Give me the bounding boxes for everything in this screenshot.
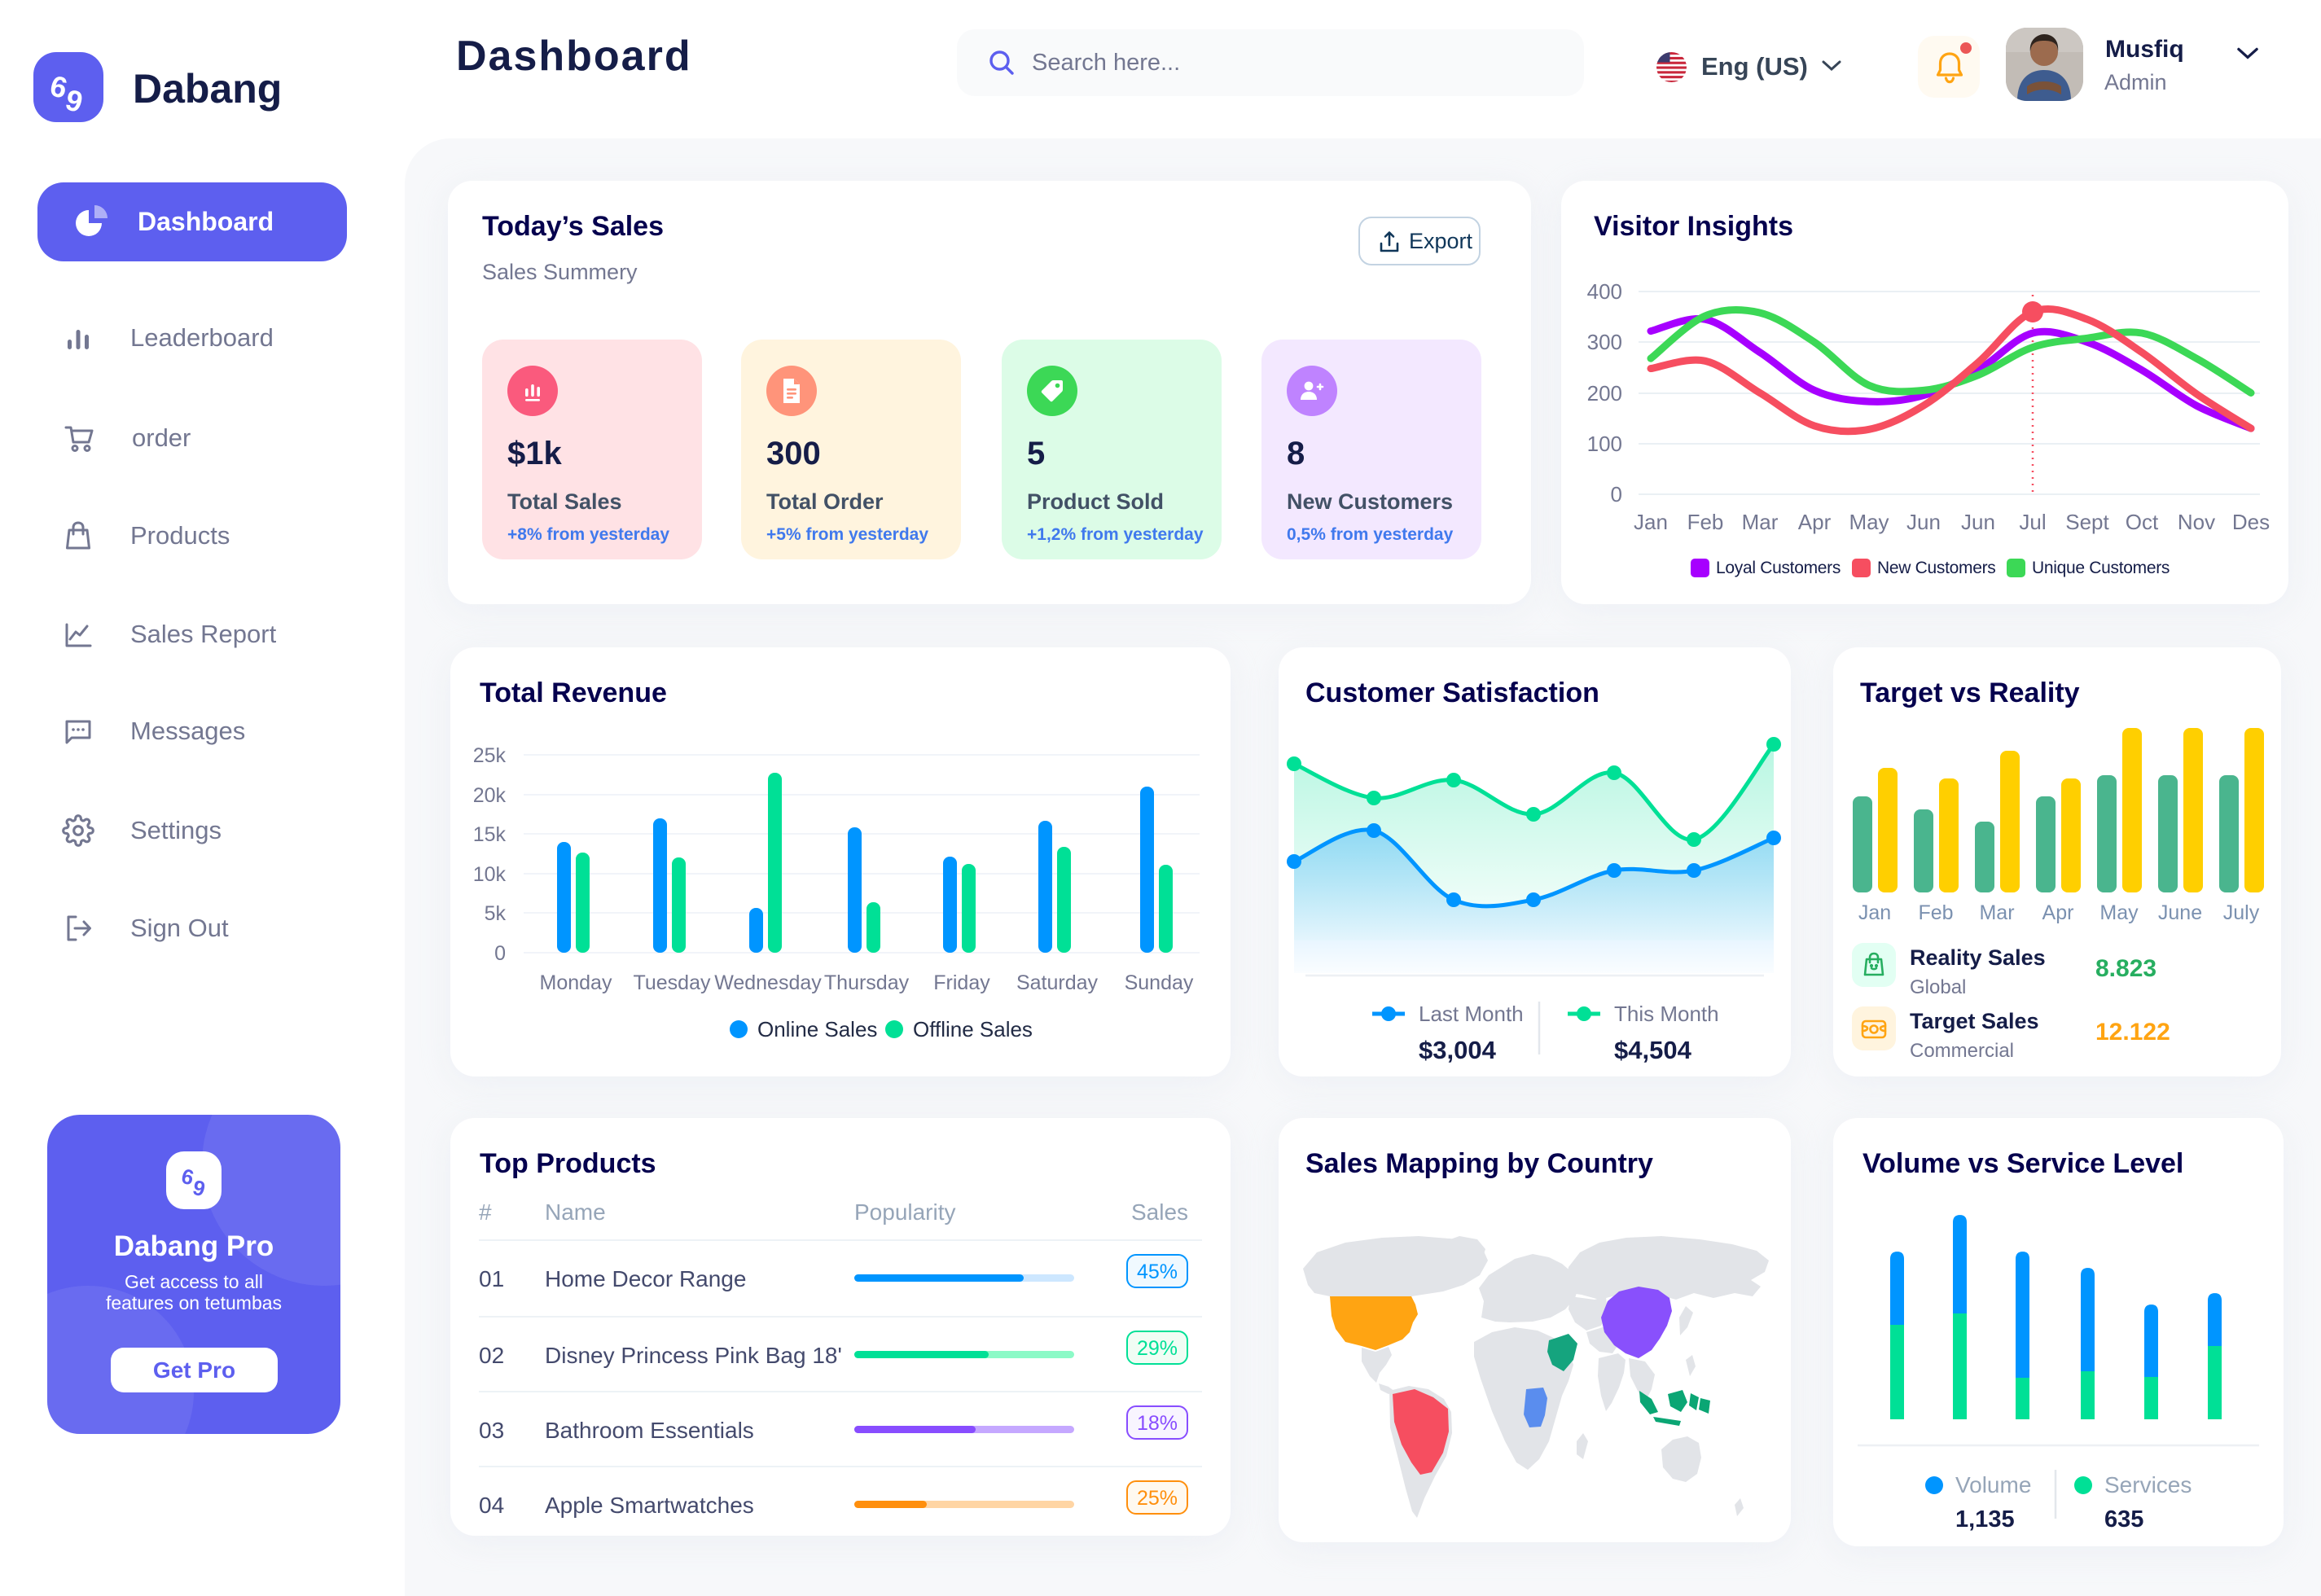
svg-text:6: 6 [179,1164,196,1190]
svg-text:Tuesday: Tuesday [634,971,711,994]
svg-text:Jan: Jan [1634,510,1668,534]
svg-text:0: 0 [494,942,506,965]
svg-text:10k: 10k [473,863,507,886]
svg-text:1,135: 1,135 [1955,1506,2015,1532]
svg-text:May: May [2099,901,2139,924]
svg-text:Jun: Jun [1906,510,1941,534]
svg-text:Mar: Mar [1742,510,1779,534]
svg-text:400: 400 [1587,279,1622,304]
svg-text:25k: 25k [473,744,507,767]
svg-text:Des: Des [2232,510,2270,534]
svg-text:Apr: Apr [2042,901,2074,924]
svg-text:Monday: Monday [540,971,612,994]
svg-text:Loyal Customers: Loyal Customers [1716,559,1841,577]
svg-text:Nov: Nov [2178,510,2215,534]
svg-text:15k: 15k [473,823,507,846]
svg-text:New Customers: New Customers [1877,559,1995,577]
svg-text:Feb: Feb [1918,901,1953,924]
svg-text:This Month: This Month [1614,1002,1719,1026]
svg-text:9: 9 [191,1175,208,1202]
svg-text:May: May [1849,510,1889,534]
svg-text:Services: Services [2104,1472,2192,1497]
svg-text:Wednesday: Wednesday [714,971,822,994]
svg-text:Mar: Mar [1979,901,2014,924]
svg-text:Feb: Feb [1687,510,1724,534]
svg-text:100: 100 [1587,432,1622,456]
svg-text:0: 0 [1611,482,1622,506]
svg-text:Offline Sales: Offline Sales [913,1017,1033,1041]
svg-text:Thursday: Thursday [824,971,910,994]
svg-text:$3,004: $3,004 [1419,1036,1497,1064]
svg-text:300: 300 [1587,330,1622,354]
svg-text:Jan: Jan [1858,901,1891,924]
svg-text:Sept: Sept [2065,510,2109,534]
svg-text:635: 635 [2104,1506,2143,1532]
svg-text:July: July [2223,901,2260,924]
svg-text:20k: 20k [473,784,507,807]
svg-text:Online Sales: Online Sales [757,1017,877,1041]
svg-text:5k: 5k [485,902,507,925]
svg-text:Jul: Jul [2019,510,2046,534]
svg-text:Saturday: Saturday [1016,971,1099,994]
svg-text:Jun: Jun [1961,510,1995,534]
svg-text:Volume: Volume [1955,1472,2031,1497]
svg-text:200: 200 [1587,381,1622,406]
svg-text:Unique Customers: Unique Customers [2032,559,2170,577]
svg-text:Oct: Oct [2126,510,2159,534]
svg-text:Last Month: Last Month [1419,1002,1524,1026]
svg-text:Friday: Friday [933,971,990,994]
svg-text:June: June [2158,901,2202,924]
svg-text:Sunday: Sunday [1125,971,1194,994]
svg-text:Apr: Apr [1798,510,1832,534]
svg-text:$4,504: $4,504 [1614,1036,1692,1064]
